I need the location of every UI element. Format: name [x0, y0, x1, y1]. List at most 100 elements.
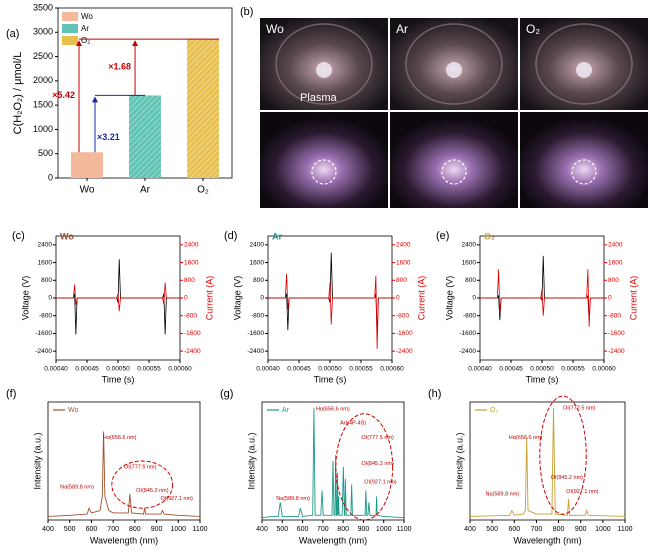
y-tick-label: 1500: [33, 100, 53, 110]
x-tick-label: 1100: [617, 526, 632, 533]
legend-swatch: [62, 24, 78, 33]
x-tick-label: 600: [86, 526, 98, 533]
spectrum-line: [47, 431, 201, 517]
x-tick-label: 0.00050: [318, 366, 342, 373]
x-tick-label: 0.00045: [75, 366, 99, 373]
panel-label: (h): [428, 388, 441, 400]
y-axis-label: Voltage (V): [444, 276, 454, 321]
peak-label: OI(845.2 nm): [361, 461, 394, 467]
x-tick-label: 0.00060: [592, 366, 616, 373]
bar-hatch: [129, 95, 161, 178]
ratio-label: ×1.68: [108, 62, 131, 72]
panel-label: (g): [220, 388, 233, 400]
y2-tick-label: -2400: [184, 348, 201, 355]
y2-tick-label: 0: [608, 295, 612, 302]
photo-label: Wo: [266, 22, 284, 36]
y-axis-label: Intensity (a.u.): [454, 432, 464, 489]
x-tick-label: Wo: [80, 185, 95, 196]
y-tick-label: 3000: [33, 27, 53, 37]
legend-label: Ar: [81, 24, 89, 33]
y2-tick-label: -1600: [608, 330, 625, 337]
x-axis-label: Time (s): [526, 374, 559, 384]
ratio-label: ×5.42: [52, 90, 75, 100]
x-tick-label: 0.00055: [561, 366, 585, 373]
y2-tick-label: -800: [396, 312, 409, 319]
y2-tick-label: 1600: [184, 259, 199, 266]
series-label: Ar: [272, 231, 282, 241]
y-tick-label: 0: [48, 295, 52, 302]
x-tick-label: 1000: [376, 526, 392, 533]
y-tick-label: 1000: [33, 124, 53, 134]
y2-axis-label: Current (A): [628, 276, 638, 321]
highlight-ellipse: [111, 460, 174, 509]
y2-tick-label: -800: [608, 312, 621, 319]
y-tick-label: -1600: [247, 330, 264, 337]
panel-label: (d): [224, 230, 237, 242]
x-tick-label: 0.00040: [44, 366, 68, 373]
photo-annotation: Plasma: [300, 92, 338, 104]
y2-tick-label: -2400: [396, 348, 413, 355]
y-tick-label: -800: [39, 312, 52, 319]
y2-tick-label: -800: [184, 312, 197, 319]
y-tick-label: 3500: [33, 2, 53, 12]
panel-label: (a): [6, 28, 19, 40]
x-tick-label: 0.00060: [380, 366, 404, 373]
spectrum-line: [261, 407, 405, 519]
y-tick-label: 2000: [33, 75, 53, 85]
y-tick-label: -1600: [35, 330, 52, 337]
y-tick-label: 2500: [33, 51, 53, 61]
x-axis-label: Time (s): [102, 374, 135, 384]
x-tick-label: 600: [297, 526, 309, 533]
peak-label: Hα(656.6 nm): [509, 435, 543, 441]
y-tick-label: 1600: [250, 259, 265, 266]
plasma-glow: [446, 62, 462, 78]
x-tick-label: Ar: [140, 185, 151, 196]
x-tick-label: 0.00050: [106, 366, 130, 373]
peak-label: Na(589.8 nm): [276, 496, 310, 502]
vessel-rim: [535, 23, 633, 105]
y2-tick-label: -1600: [184, 330, 201, 337]
x-axis-label: Wavelength (nm): [299, 535, 367, 545]
x-tick-label: 700: [107, 526, 119, 533]
y-tick-label: 800: [465, 277, 476, 284]
y2-tick-label: 800: [396, 277, 407, 284]
peak-label: OI(845.2 nm): [551, 475, 584, 481]
x-tick-label: 1100: [192, 526, 207, 533]
legend-label: Wo: [68, 407, 78, 414]
x-tick-label: 1000: [170, 526, 186, 533]
x-axis-label: Wavelength (nm): [90, 535, 158, 545]
peak-label: OI(777.5 nm): [124, 464, 157, 470]
y2-tick-label: 2400: [396, 242, 411, 249]
peak-label: OI(927.1 nm): [364, 480, 397, 486]
vessel-rim: [275, 23, 373, 105]
x-tick-label: 0.00040: [468, 366, 492, 373]
y2-tick-label: 2400: [608, 242, 623, 249]
bar-hatch: [187, 39, 219, 179]
x-tick-label: 0.00055: [349, 366, 373, 373]
y2-tick-label: -2400: [608, 348, 625, 355]
x-tick-label: 900: [358, 526, 370, 533]
signal-line: [56, 282, 180, 312]
highlight-ellipse: [335, 413, 394, 521]
plot-frame: [47, 401, 201, 521]
y2-tick-label: 1600: [396, 259, 411, 266]
peak-label: Na(589.8 nm): [60, 484, 94, 490]
y2-tick-label: -1600: [396, 330, 413, 337]
y-tick-label: -1600: [459, 330, 476, 337]
photo-label: Ar: [396, 22, 408, 36]
x-tick-label: 700: [317, 526, 329, 533]
highlight-ellipse: [539, 395, 587, 515]
y2-tick-label: 0: [396, 295, 400, 302]
x-axis-label: Time (s): [314, 374, 347, 384]
plot-frame: [261, 401, 405, 521]
y-tick-label: 1600: [462, 259, 477, 266]
x-tick-label: 0.00060: [168, 366, 192, 373]
peak-label: ArI(4P-4S): [340, 421, 366, 427]
x-tick-label: 600: [508, 526, 520, 533]
x-tick-label: 0.00055: [137, 366, 161, 373]
x-tick-label: 500: [486, 526, 498, 533]
x-tick-label: 0.00045: [499, 366, 523, 373]
y-tick-label: -2400: [35, 348, 52, 355]
photo-label: O₂: [526, 22, 540, 36]
x-tick-label: 900: [151, 526, 163, 533]
